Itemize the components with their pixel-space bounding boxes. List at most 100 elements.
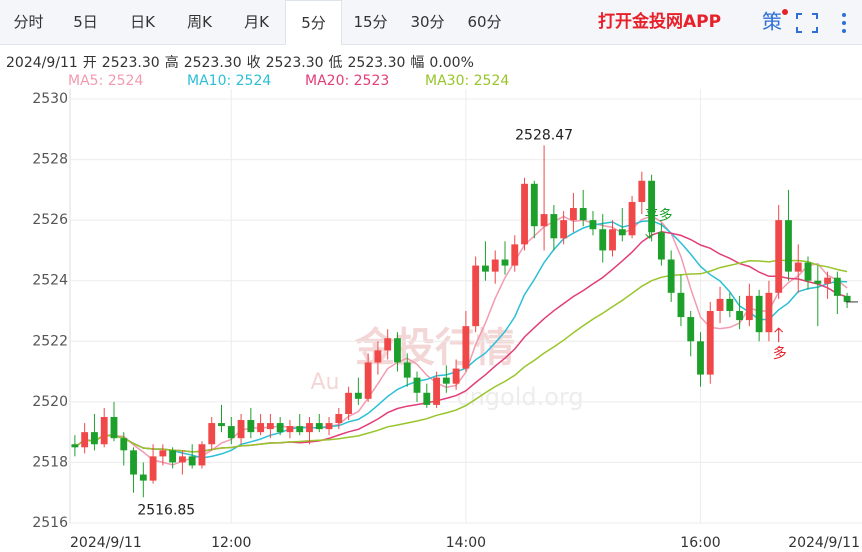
info-label: 幅 xyxy=(410,55,425,71)
candle-body xyxy=(530,183,538,227)
candle-body xyxy=(227,426,235,439)
x-tick-label: 12:00 xyxy=(211,535,251,551)
candle-body xyxy=(482,265,489,272)
candle-body xyxy=(736,311,744,321)
legend-entry: MA10: 2524 xyxy=(187,73,271,89)
legend-entry: MA5: 2524 xyxy=(68,73,143,89)
candle-body xyxy=(775,220,783,293)
candle-body xyxy=(687,317,695,342)
x-tick-label: 2024/9/11 xyxy=(70,535,142,551)
more-icon[interactable] xyxy=(842,13,846,33)
tab[interactable]: 30分 xyxy=(410,13,445,31)
y-tick-label: 2526 xyxy=(32,212,68,228)
candle-body xyxy=(110,417,118,439)
candle-body xyxy=(442,377,450,384)
candle-body xyxy=(71,444,79,448)
info-date: 2024/9/11 xyxy=(6,55,78,71)
candle-body xyxy=(648,180,656,233)
candle-body xyxy=(100,417,108,445)
signal-arrow xyxy=(774,327,784,343)
candle-body xyxy=(139,474,147,481)
candle-body xyxy=(130,450,137,475)
legend-entry: MA20: 2523 xyxy=(305,73,389,89)
candle-body xyxy=(315,423,323,430)
info-value: 2523.30 xyxy=(101,55,160,71)
candle-body xyxy=(384,338,392,351)
candle-body xyxy=(550,214,558,239)
candle-body xyxy=(618,229,626,236)
candle-body xyxy=(296,426,304,433)
candle-body xyxy=(178,456,186,463)
signal-label: 多 xyxy=(773,345,787,362)
candle-body xyxy=(794,262,802,272)
tab[interactable]: 15分 xyxy=(353,13,388,31)
tab[interactable]: 分时 xyxy=(13,13,44,31)
candle-body xyxy=(677,292,685,318)
candle-body xyxy=(433,377,440,405)
candle-body xyxy=(843,295,851,302)
candle-body xyxy=(726,298,734,311)
candle-body xyxy=(579,208,587,221)
candle-body xyxy=(667,259,675,293)
toolbar-icons: 策 xyxy=(762,9,846,34)
x-tick-label: 14:00 xyxy=(446,535,486,551)
candle-body xyxy=(521,183,528,245)
candle-body xyxy=(745,295,753,321)
candle-body xyxy=(697,341,704,375)
candle-body xyxy=(354,392,362,399)
y-tick-label: 2520 xyxy=(32,394,68,410)
info-value: 0.00% xyxy=(429,55,474,71)
y-tick-label: 2518 xyxy=(32,454,68,470)
candle-body xyxy=(286,426,294,433)
tab[interactable]: 5日 xyxy=(73,13,98,31)
candle-body xyxy=(218,423,225,427)
tab[interactable]: 月K xyxy=(244,13,269,31)
candle-body xyxy=(413,377,421,393)
candle-body xyxy=(266,423,274,430)
candle-body xyxy=(657,232,665,260)
candle-body xyxy=(325,423,333,430)
watermark: 金投行情 xyxy=(354,325,515,371)
signal-arrow xyxy=(645,224,654,239)
candle-body xyxy=(208,423,216,445)
candle-body xyxy=(188,456,196,466)
max-label: 2528.47 xyxy=(515,127,573,143)
info-label: 开 xyxy=(82,55,97,71)
candle-body xyxy=(804,262,812,281)
tab[interactable]: 5分 xyxy=(285,0,342,45)
candle-body xyxy=(785,220,792,272)
y-tick-label: 2524 xyxy=(32,273,68,289)
info-value: 2523.30 xyxy=(347,55,406,71)
signal-label: 平多 xyxy=(645,207,673,224)
candle-body xyxy=(149,456,157,481)
watermark: cngold.org xyxy=(456,383,583,411)
candle-body xyxy=(452,368,460,384)
candle-body xyxy=(599,229,607,251)
candle-body xyxy=(403,362,411,378)
candle-body xyxy=(814,280,822,284)
info-label: 低 xyxy=(328,55,343,71)
y-tick-label: 2528 xyxy=(32,152,68,168)
candle-body xyxy=(159,450,167,457)
candle-body xyxy=(120,438,128,451)
tab-bar: 分时 5日 日K 周K 月K 5分 15分 30分 60分 xyxy=(0,0,862,45)
candle-body xyxy=(257,423,265,433)
candle-body xyxy=(501,259,509,266)
info-label: 收 xyxy=(246,55,261,71)
candle-body xyxy=(91,432,98,445)
candle-body xyxy=(364,362,372,399)
candle-body xyxy=(276,423,284,433)
candle-body xyxy=(765,292,773,333)
candle-body xyxy=(491,259,499,272)
candle-body xyxy=(638,180,646,202)
y-tick-label: 2522 xyxy=(32,333,68,349)
tab[interactable]: 日K xyxy=(130,13,155,31)
tab[interactable]: 60分 xyxy=(467,13,502,31)
candle-body xyxy=(345,392,353,414)
app-link[interactable]: 打开金投网APP xyxy=(598,12,722,32)
tab[interactable]: 周K xyxy=(187,13,212,31)
strategy-icon[interactable]: 策 xyxy=(762,10,782,34)
fullscreen-icon[interactable] xyxy=(796,13,818,33)
